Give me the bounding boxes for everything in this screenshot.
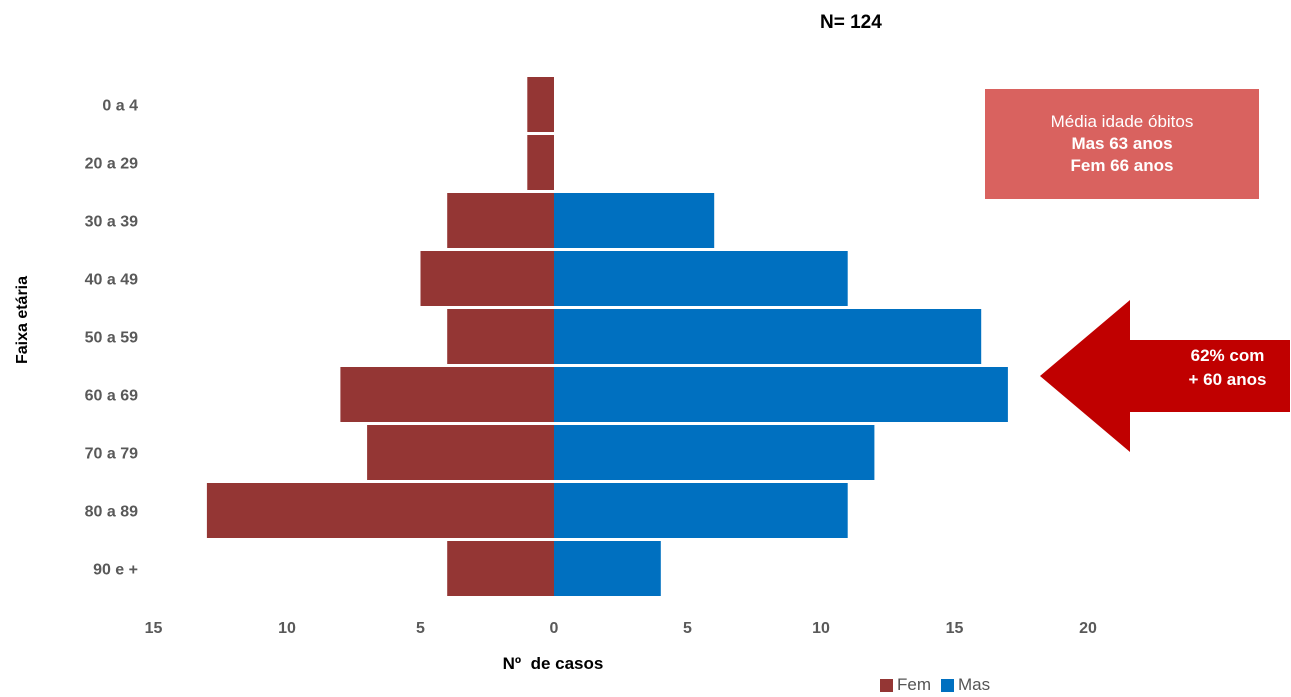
bar-mas-6 bbox=[554, 425, 875, 480]
y-tick-label: 90 e + bbox=[93, 562, 138, 579]
info-box-male-mean-age: Mas 63 anos bbox=[1071, 134, 1173, 153]
y-tick-label: 80 a 89 bbox=[85, 504, 138, 521]
info-box-female-mean-age: Fem 66 anos bbox=[1070, 156, 1174, 175]
bar-fem-8 bbox=[447, 541, 554, 596]
y-tick-label: 50 a 59 bbox=[85, 330, 138, 347]
y-tick-label: 20 a 29 bbox=[85, 156, 138, 173]
arrow-callout-line2: + 60 anos bbox=[1188, 370, 1267, 389]
bar-mas-8 bbox=[554, 541, 661, 596]
bar-fem-4 bbox=[447, 309, 554, 364]
arrow-callout-text: 62% com + 60 anos bbox=[1165, 344, 1290, 392]
x-tick-label: 15 bbox=[946, 620, 964, 637]
legend-item-fem: Fem bbox=[880, 675, 931, 695]
left-arrow-icon bbox=[1040, 300, 1290, 452]
bar-mas-7 bbox=[554, 483, 848, 538]
y-tick-labels: 0 a 4 20 a 29 30 a 39 40 a 49 50 a 59 60 a 69… bbox=[85, 98, 138, 579]
bar-mas-3 bbox=[554, 251, 848, 306]
bar-fem-3 bbox=[420, 251, 554, 306]
y-tick-label: 40 a 49 bbox=[85, 272, 138, 289]
legend-swatch-fem bbox=[880, 678, 893, 692]
legend-swatch-mas bbox=[941, 678, 954, 692]
bar-fem-5 bbox=[340, 367, 554, 422]
y-tick-label: 0 a 4 bbox=[102, 98, 138, 115]
chart-legend: Fem Mas bbox=[880, 675, 1000, 695]
x-tick-label: 0 bbox=[550, 620, 559, 637]
y-axis-title: Faixa etária bbox=[14, 276, 31, 364]
y-tick-label: 70 a 79 bbox=[85, 446, 138, 463]
bar-fem-0 bbox=[527, 77, 554, 132]
bar-mas-2 bbox=[554, 193, 715, 248]
bar-fem-7 bbox=[206, 483, 554, 538]
x-tick-label: 20 bbox=[1079, 620, 1097, 637]
info-box-line1: Média idade óbitos bbox=[1050, 112, 1194, 131]
bar-fem-6 bbox=[367, 425, 554, 480]
x-tick-labels: 15 10 5 0 5 10 15 20 bbox=[145, 620, 1097, 637]
arrow-callout-line1: 62% com bbox=[1190, 346, 1265, 365]
x-tick-label: 5 bbox=[683, 620, 692, 637]
bars-group bbox=[206, 77, 1008, 596]
bar-mas-4 bbox=[554, 309, 982, 364]
x-axis-title: Nº de casos bbox=[503, 654, 604, 673]
x-tick-label: 10 bbox=[812, 620, 830, 637]
y-tick-label: 30 a 39 bbox=[85, 214, 138, 231]
y-tick-label: 60 a 69 bbox=[85, 388, 138, 405]
bar-mas-5 bbox=[554, 367, 1008, 422]
mean-age-info-box: Média idade óbitos Mas 63 anos Fem 66 an… bbox=[985, 89, 1259, 199]
percentage-arrow-callout: 62% com + 60 anos bbox=[1040, 300, 1290, 452]
x-tick-label: 15 bbox=[145, 620, 163, 637]
x-tick-label: 10 bbox=[278, 620, 296, 637]
x-tick-label: 5 bbox=[416, 620, 425, 637]
bar-fem-2 bbox=[447, 193, 554, 248]
legend-label-mas: Mas bbox=[958, 675, 991, 694]
legend-label-fem: Fem bbox=[897, 675, 931, 694]
bar-fem-1 bbox=[527, 135, 554, 190]
legend-item-mas: Mas bbox=[941, 675, 990, 695]
sample-size-label: N= 124 bbox=[820, 12, 882, 33]
